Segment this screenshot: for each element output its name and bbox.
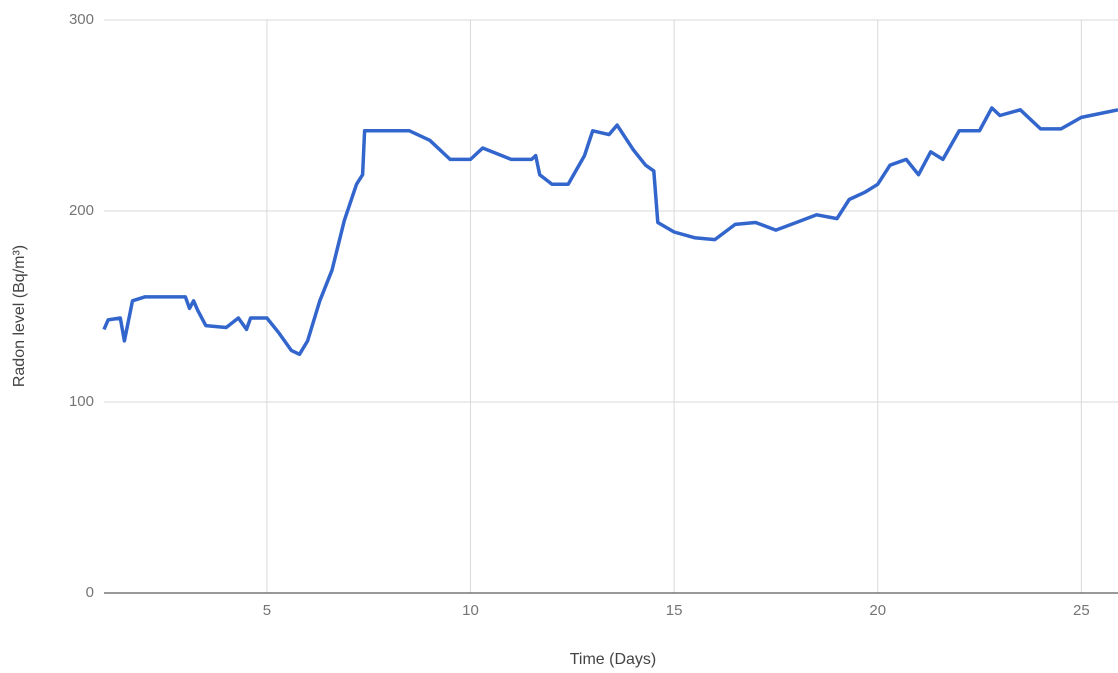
x-tick-label: 5 bbox=[263, 602, 271, 619]
y-tick-label: 300 bbox=[69, 11, 94, 28]
y-tick-label: 200 bbox=[69, 202, 94, 219]
y-tick-label: 0 bbox=[86, 584, 94, 601]
data-line bbox=[102, 106, 1118, 357]
y-axis-title: Radon level (Bq/m³) bbox=[11, 245, 28, 387]
x-axis-title: Time (Days) bbox=[570, 651, 657, 668]
x-tick-label: 10 bbox=[462, 602, 479, 619]
x-tick-label: 25 bbox=[1073, 602, 1090, 619]
y-tick-label: 100 bbox=[69, 393, 94, 410]
x-tick-label: 15 bbox=[666, 602, 683, 619]
x-tick-label: 20 bbox=[869, 602, 886, 619]
